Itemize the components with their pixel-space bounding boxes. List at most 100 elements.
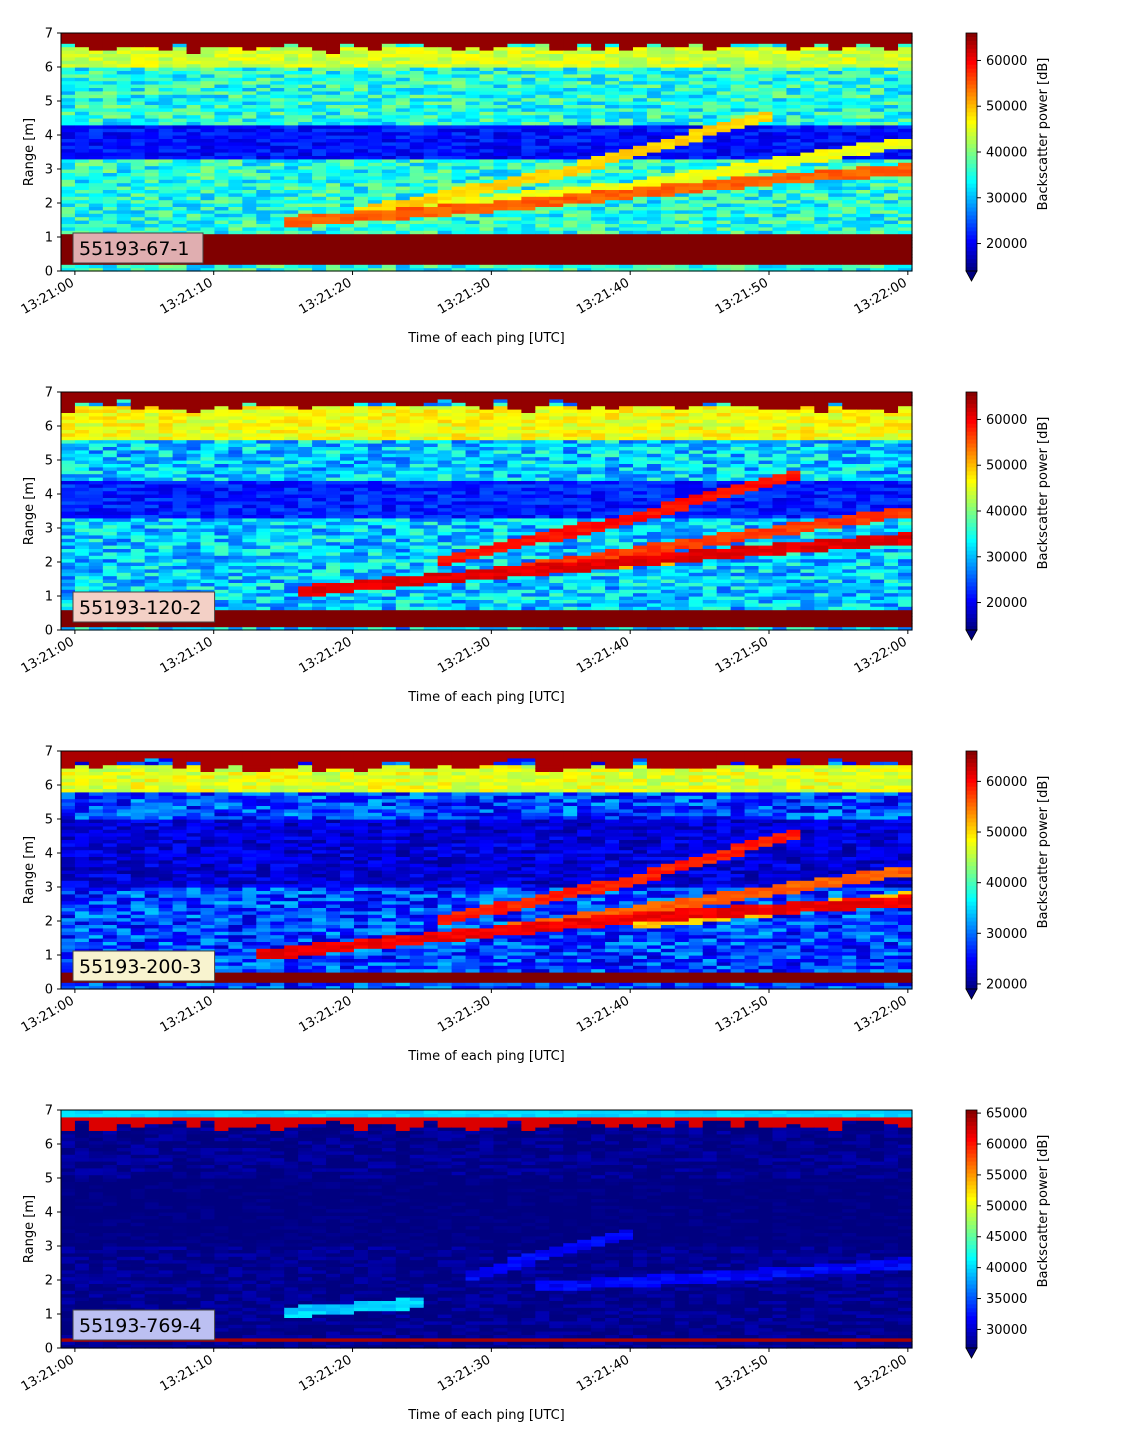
heatmap-cell xyxy=(786,149,801,153)
colorbar-segment xyxy=(966,57,977,62)
heatmap-cell xyxy=(256,183,271,187)
heatmap-cell xyxy=(424,193,439,197)
heatmap-cell xyxy=(731,244,746,248)
heatmap-cell xyxy=(856,166,871,170)
heatmap-cell xyxy=(675,183,690,187)
heatmap-cell xyxy=(591,234,606,238)
heatmap-cell xyxy=(661,244,676,248)
x-tick-label: 13:21:50 xyxy=(713,275,771,317)
heatmap-cell xyxy=(731,264,746,268)
heatmap-cell xyxy=(228,149,243,153)
heatmap-cell xyxy=(396,159,411,163)
heatmap-cell xyxy=(521,132,536,136)
heatmap-cell xyxy=(563,251,578,255)
heatmap-cell xyxy=(131,453,146,457)
heatmap-cell xyxy=(228,159,243,163)
heatmap-cell xyxy=(466,132,481,136)
heatmap-cell xyxy=(187,227,202,231)
heatmap-cell xyxy=(577,183,592,187)
heatmap-cell xyxy=(354,227,369,231)
heatmap-cell xyxy=(396,244,411,248)
heatmap-cell xyxy=(647,142,662,146)
heatmap-cell xyxy=(842,264,857,268)
colorbar-segment xyxy=(966,215,977,220)
heatmap-cell xyxy=(633,132,648,136)
heatmap-cell xyxy=(884,244,899,248)
heatmap-cell xyxy=(145,193,160,197)
heatmap-cell xyxy=(521,217,536,221)
heatmap-cell xyxy=(368,33,383,37)
heatmap-cell xyxy=(382,210,397,214)
heatmap-cell xyxy=(145,142,160,146)
heatmap-cell xyxy=(312,193,327,197)
colorbar-segment xyxy=(966,160,977,165)
heatmap-cell xyxy=(452,234,467,238)
colorbar-tick-label: 50000 xyxy=(986,100,1027,115)
heatmap-cell xyxy=(884,210,899,214)
heatmap-cell xyxy=(61,402,76,406)
heatmap-cell xyxy=(689,217,704,221)
heatmap-cell xyxy=(326,149,341,153)
heatmap-cell xyxy=(633,244,648,248)
heatmap-cell xyxy=(201,142,216,146)
heatmap-cell xyxy=(284,33,299,37)
colorbar-segment xyxy=(966,61,977,66)
heatmap-cell xyxy=(870,200,885,204)
heatmap-cell xyxy=(145,487,160,491)
heatmap-cell xyxy=(605,142,620,146)
heatmap-cell xyxy=(284,227,299,231)
heatmap-cell xyxy=(731,251,746,255)
heatmap-cell xyxy=(577,33,592,37)
heatmap-cell xyxy=(382,251,397,255)
heatmap-cell xyxy=(870,244,885,248)
heatmap-cell xyxy=(870,176,885,180)
heatmap-cell xyxy=(424,159,439,163)
heatmap-cell xyxy=(61,453,76,457)
heatmap-cell xyxy=(591,244,606,248)
heatmap-cell xyxy=(507,33,522,37)
heatmap-cell xyxy=(521,183,536,187)
heatmap-cell xyxy=(493,193,508,197)
heatmap-cell xyxy=(633,183,648,187)
heatmap-cell xyxy=(619,159,634,163)
colorbar-segment xyxy=(966,132,977,137)
heatmap-cell xyxy=(228,183,243,187)
heatmap-cell xyxy=(675,217,690,221)
heatmap-cell xyxy=(675,33,690,37)
colorbar-segment xyxy=(966,231,977,236)
heatmap-cell xyxy=(549,227,564,231)
heatmap-cell xyxy=(89,210,104,214)
heatmap-cell xyxy=(493,210,508,214)
heatmap-cell xyxy=(61,217,76,221)
heatmap-cell xyxy=(298,244,313,248)
heatmap-cell xyxy=(800,234,815,238)
heatmap-cell xyxy=(814,244,829,248)
heatmap-cell xyxy=(633,200,648,204)
heatmap-cell xyxy=(159,142,174,146)
heatmap-cell xyxy=(480,210,495,214)
heatmap-cell xyxy=(270,217,285,221)
heatmap-cell xyxy=(173,200,188,204)
heatmap-cell xyxy=(103,392,118,396)
heatmap-cell xyxy=(270,176,285,180)
heatmap-cell xyxy=(717,193,732,197)
heatmap-cell xyxy=(619,227,634,231)
heatmap-cell xyxy=(731,166,746,170)
heatmap-cell xyxy=(312,200,327,204)
heatmap-cell xyxy=(75,166,90,170)
heatmap-cell xyxy=(256,234,271,238)
heatmap-cell xyxy=(800,244,815,248)
heatmap-cell xyxy=(619,33,634,37)
heatmap-cell xyxy=(256,210,271,214)
heatmap-cell xyxy=(89,166,104,170)
heatmap-cell xyxy=(410,132,425,136)
heatmap-cell xyxy=(786,159,801,163)
heatmap-cell xyxy=(312,132,327,136)
heatmap-cell xyxy=(898,227,913,231)
heatmap-cell xyxy=(452,244,467,248)
heatmap-cell xyxy=(159,470,174,474)
heatmap-cell xyxy=(228,251,243,255)
heatmap-cell xyxy=(103,487,118,491)
heatmap-cell xyxy=(466,244,481,248)
heatmap-cell xyxy=(898,159,913,163)
